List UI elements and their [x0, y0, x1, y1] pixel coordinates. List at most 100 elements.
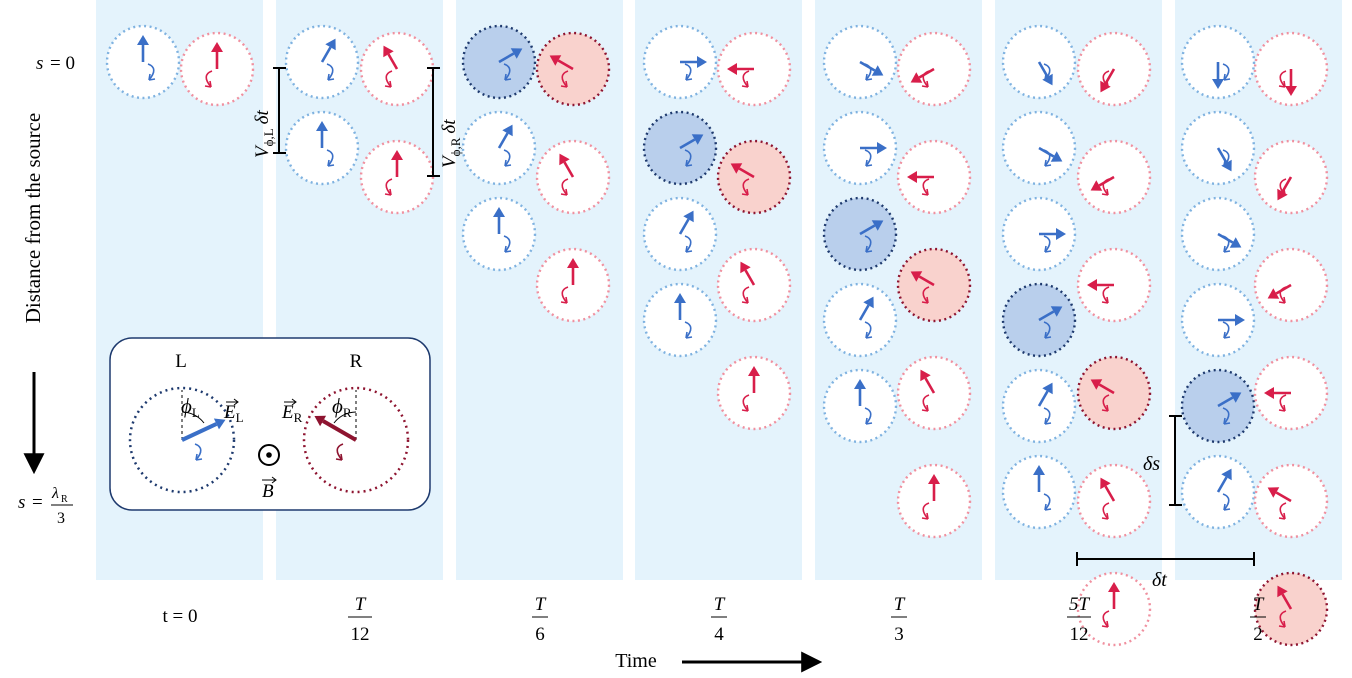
rotation-arrowhead-icon — [560, 80, 568, 88]
e-field-arrowhead — [1090, 180, 1103, 191]
rotation-arrow-icon — [864, 407, 872, 425]
right-circular-wave — [1076, 571, 1152, 647]
inset-rotation-l — [194, 443, 203, 461]
rotation-arrowhead-icon — [921, 512, 929, 520]
rotation-arrow-icon — [326, 149, 334, 167]
rotation-arrowhead-icon — [504, 245, 512, 253]
left-circular-wave — [1001, 24, 1077, 100]
tick-numerator: T — [535, 594, 547, 615]
inset-e-l-vector-mark — [226, 398, 239, 406]
tick-numerator: T — [894, 594, 906, 615]
inset-e-r: ER — [281, 402, 303, 425]
e-field-arrowhead — [1212, 79, 1224, 89]
rotation-arrow-icon — [205, 70, 213, 88]
rotation-arrowhead-icon — [865, 417, 873, 425]
e-field-arrowhead — [910, 271, 923, 282]
rotation-arrow-icon — [385, 178, 393, 196]
rotation-arrowhead-icon — [195, 453, 203, 461]
left-circular-wave — [1180, 24, 1256, 100]
tick-numerator: T — [714, 594, 726, 615]
e-field-arrowhead — [325, 38, 336, 51]
rotation-arrowhead-icon — [865, 159, 873, 167]
e-field-arrowhead — [1100, 80, 1111, 93]
left-circular-wave — [105, 24, 181, 100]
rotation-arrow-icon — [1222, 321, 1230, 339]
inset-circle-l — [128, 386, 236, 494]
e-field-arrowhead — [740, 261, 751, 274]
e-field-arrowhead — [730, 163, 743, 174]
right-circular-wave — [1076, 139, 1152, 215]
right-circular-wave — [716, 139, 792, 215]
e-field-arrowhead — [907, 171, 917, 183]
left-circular-wave — [822, 368, 898, 444]
rotation-arrowhead-icon — [1278, 296, 1286, 304]
rotation-arrowhead-icon — [560, 188, 568, 196]
e-field-arrow — [497, 132, 509, 149]
rotation-arrowhead-icon — [685, 73, 693, 81]
e-field-arrow — [918, 67, 935, 79]
inset-phi-arc-l — [181, 411, 205, 424]
e-field-arrow — [858, 304, 870, 321]
e-field-arrow — [1275, 491, 1292, 503]
e-field-arrow — [1038, 146, 1055, 158]
inset-e-l: EL — [223, 402, 244, 425]
e-field-arrowhead — [877, 142, 887, 154]
rotation-arrowhead-icon — [1278, 620, 1286, 628]
rotation-arrow-icon — [503, 149, 511, 167]
rotation-arrowhead-icon — [685, 245, 693, 253]
right-circular-wave — [1076, 463, 1152, 539]
rotation-arrow-icon — [1043, 321, 1051, 339]
e-field-arrowhead — [748, 366, 760, 376]
rotation-arrowhead-icon — [1223, 331, 1231, 339]
rotation-arrow-icon — [336, 443, 344, 461]
e-field-arrowhead — [1050, 151, 1063, 162]
e-field-arrowhead — [863, 296, 874, 309]
inset-e-r-arrow-group — [314, 415, 357, 442]
left-circular-wave — [1180, 454, 1256, 530]
rotation-arrow-icon — [326, 63, 334, 81]
left-circular-wave — [461, 24, 537, 100]
tick-denominator: 12 — [351, 624, 370, 645]
rotation-arrow-icon — [742, 70, 750, 88]
rotation-arrowhead-icon — [1101, 188, 1109, 196]
t-zero-label: t = 0 — [163, 606, 198, 627]
left-circular-wave — [284, 24, 360, 100]
tick-denominator: 6 — [535, 624, 545, 645]
left-circular-wave — [1001, 368, 1077, 444]
e-field-arrow — [918, 275, 935, 287]
rotation-arrow-icon — [864, 149, 872, 167]
rotation-arrowhead-icon — [384, 188, 392, 196]
e-field-arrowhead — [1033, 465, 1045, 475]
e-field-arrow — [859, 60, 876, 72]
rotation-arrowhead-icon — [921, 404, 929, 412]
rotation-arrowhead-icon — [1044, 417, 1052, 425]
rotation-arrow-icon — [684, 63, 692, 81]
e-field-arrowhead — [1042, 73, 1053, 86]
rotation-arrow-icon — [684, 235, 692, 253]
rotation-arrowhead-icon — [1044, 331, 1052, 339]
e-field-arrowhead — [213, 418, 226, 430]
rotation-arrowhead-icon — [1044, 245, 1052, 253]
s-zero-var: s — [36, 53, 43, 74]
s-end-var: s — [18, 492, 25, 513]
v-phi-r-bracket: Vϕ,Rδt — [427, 67, 463, 177]
inset-rotation-r — [335, 443, 344, 461]
left-circular-wave — [461, 196, 537, 272]
e-field-arrowhead — [727, 63, 737, 75]
left-circular-wave — [822, 196, 898, 272]
rotation-arrowhead-icon — [1101, 512, 1109, 520]
rotation-arrowhead-icon — [1278, 512, 1286, 520]
e-field-arrowhead — [674, 293, 686, 303]
left-circular-wave — [642, 24, 718, 100]
rotation-arrowhead-icon — [204, 80, 212, 88]
rotation-arrow-icon — [684, 321, 692, 339]
delta-s-bracket: δs — [1143, 415, 1182, 506]
rotation-arrowhead-icon — [1101, 620, 1109, 628]
e-field-arrowhead — [1087, 279, 1097, 291]
rotation-arrow-icon — [864, 235, 872, 253]
e-field-arrow — [1037, 390, 1049, 407]
e-field-arrow — [1216, 476, 1228, 493]
polarization-circles — [105, 24, 1329, 647]
rotation-arrowhead-icon — [1223, 245, 1231, 253]
